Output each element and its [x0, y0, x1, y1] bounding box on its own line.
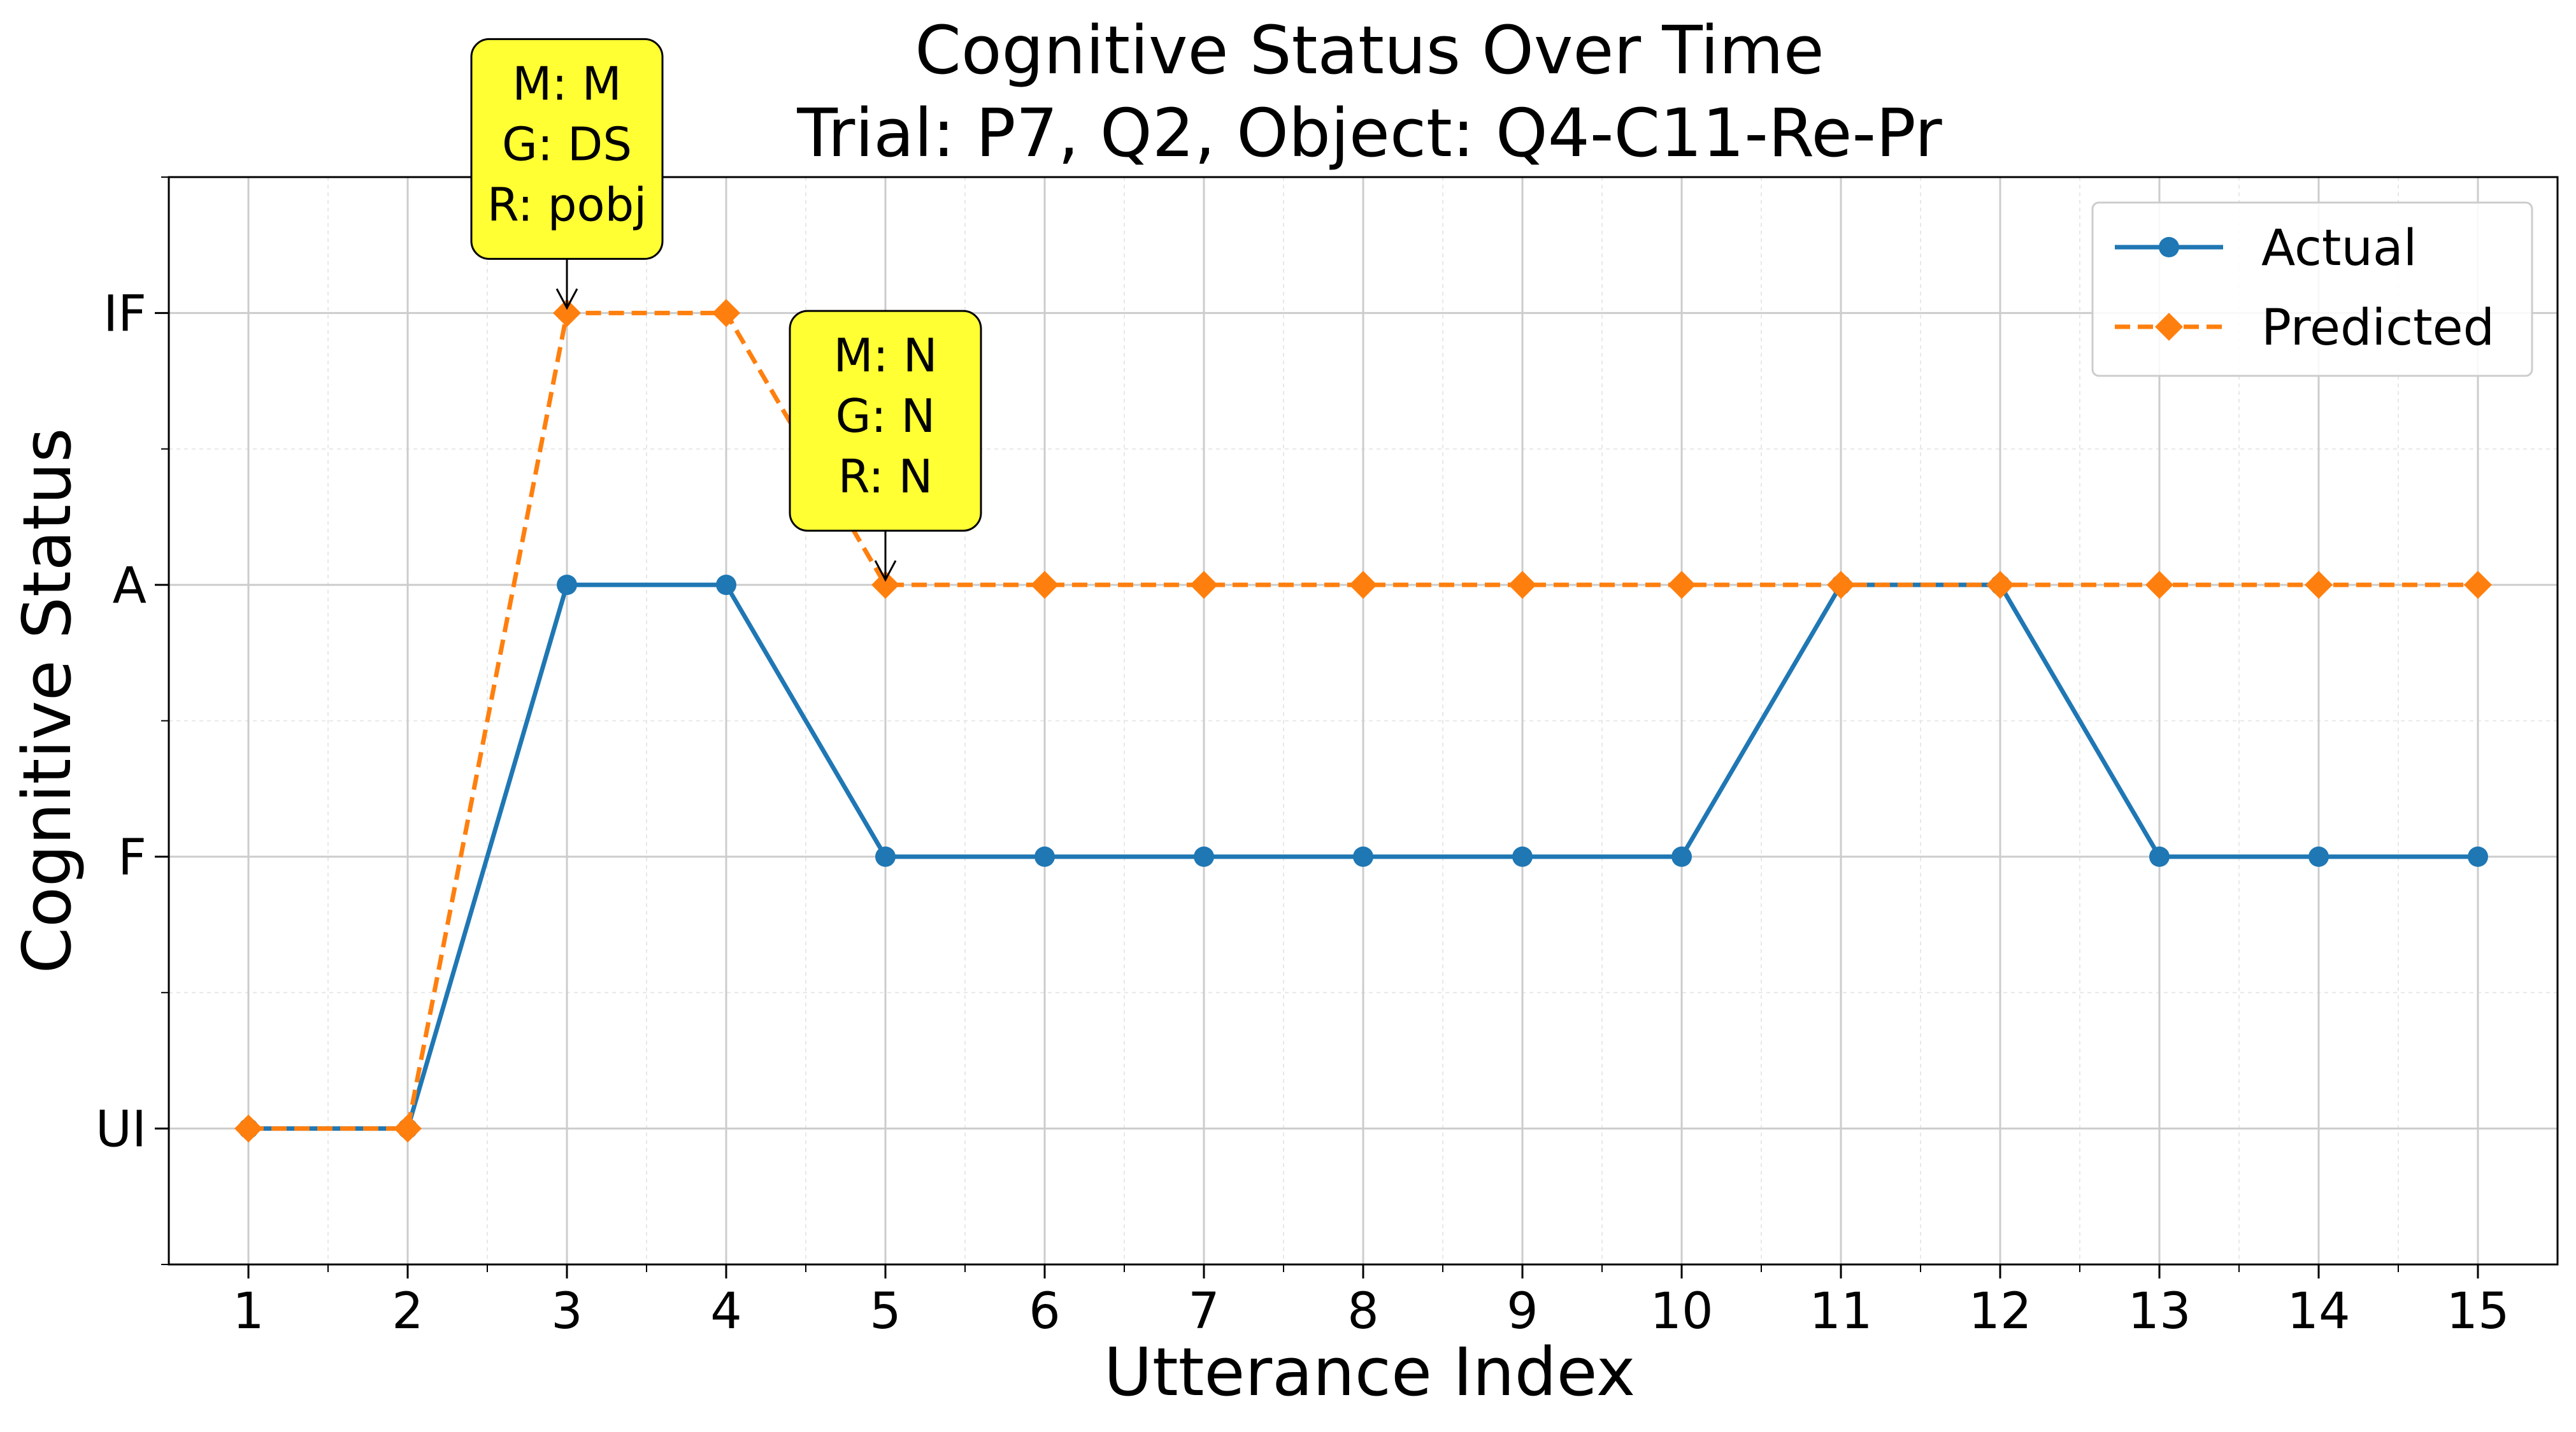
predicted-point: [712, 299, 740, 327]
annotation-arrowhead: [555, 288, 578, 310]
predicted-point: [1986, 571, 2014, 599]
predicted-point: [1508, 571, 1536, 599]
annotation-text: R: pobj: [487, 178, 647, 231]
x-tick-label: 8: [1347, 1283, 1379, 1340]
actual-point: [1034, 846, 1055, 867]
x-tick-label: 12: [1968, 1283, 2031, 1340]
x-tick-label: 6: [1029, 1283, 1061, 1340]
chart-subtitle: Trial: P7, Q2, Object: Q4-C11-Re-Pr: [796, 94, 1942, 172]
predicted-point: [2145, 571, 2173, 599]
actual-point: [875, 846, 896, 867]
annotation-layer: M: M G: DS R: pobj M: N G: N R: N: [470, 38, 982, 582]
x-tick-label: 14: [2287, 1283, 2350, 1340]
actual-point: [716, 575, 736, 596]
y-axis-ticks: UI F A IF: [96, 176, 169, 1265]
legend-label: Predicted: [2261, 299, 2494, 357]
series-layer: [234, 299, 2492, 1143]
predicted-point: [2305, 571, 2333, 599]
actual-point: [1353, 846, 1373, 867]
annotation-text: R: N: [838, 450, 933, 503]
annotation-text: M: N: [833, 329, 937, 382]
chart-title: Cognitive Status Over Time: [915, 11, 1824, 89]
legend-swatch-marker: [2159, 237, 2179, 257]
predicted-line: [248, 310, 2478, 1131]
annotation-callout: M: N G: N R: N: [789, 310, 982, 582]
actual-point: [1671, 846, 1692, 867]
annotation-text: G: N: [836, 389, 936, 443]
predicted-point: [1827, 571, 1855, 599]
predicted-point: [1031, 571, 1059, 599]
legend-label: Actual: [2261, 220, 2417, 277]
y-tick-label: UI: [96, 1101, 147, 1159]
annotation-arrowhead: [874, 560, 897, 582]
x-tick-label: 1: [233, 1283, 264, 1340]
predicted-point: [1190, 571, 1218, 599]
x-tick-label: 4: [710, 1283, 742, 1340]
x-tick-label: 5: [869, 1283, 901, 1340]
x-tick-label: 7: [1188, 1283, 1220, 1340]
x-axis-label: Utterance Index: [1104, 1333, 1636, 1411]
x-tick-label: 2: [392, 1283, 424, 1340]
predicted-point: [1349, 571, 1377, 599]
predicted-point: [1668, 571, 1696, 599]
x-tick-label: 10: [1650, 1283, 1713, 1340]
y-tick-label: IF: [103, 285, 147, 343]
annotation-text: M: M: [512, 57, 621, 110]
x-tick-label: 9: [1506, 1283, 1538, 1340]
legend-swatch-marker: [2155, 313, 2183, 341]
predicted-point: [871, 571, 899, 599]
predicted-series: [234, 299, 2492, 1143]
actual-point: [2149, 846, 2170, 867]
legend-item-predicted: Predicted: [2115, 299, 2494, 357]
actual-point: [557, 575, 577, 596]
legend-item-actual: Actual: [2115, 220, 2417, 277]
x-tick-label: 11: [1809, 1283, 1872, 1340]
annotation-text: G: DS: [502, 117, 632, 171]
x-tick-label: 3: [551, 1283, 583, 1340]
y-tick-label: A: [113, 557, 147, 615]
predicted-point: [394, 1114, 422, 1143]
actual-point: [2468, 846, 2488, 867]
x-axis-ticks: 1 2 3 4 5 6 7 8 9 10 11 12 13 14 15: [233, 1264, 2510, 1340]
predicted-point: [553, 299, 581, 327]
x-tick-label: 15: [2446, 1283, 2509, 1340]
actual-point: [1194, 846, 1214, 867]
y-axis-label: Cognitive Status: [8, 428, 86, 974]
annotation-callout: M: M G: DS R: pobj: [470, 38, 664, 310]
legend: Actual Predicted: [2091, 201, 2533, 377]
predicted-point: [2464, 571, 2492, 599]
actual-point: [1512, 846, 1533, 867]
y-tick-label: F: [118, 829, 147, 887]
x-tick-label: 13: [2128, 1283, 2191, 1340]
actual-point: [2308, 846, 2329, 867]
predicted-point: [234, 1114, 262, 1143]
